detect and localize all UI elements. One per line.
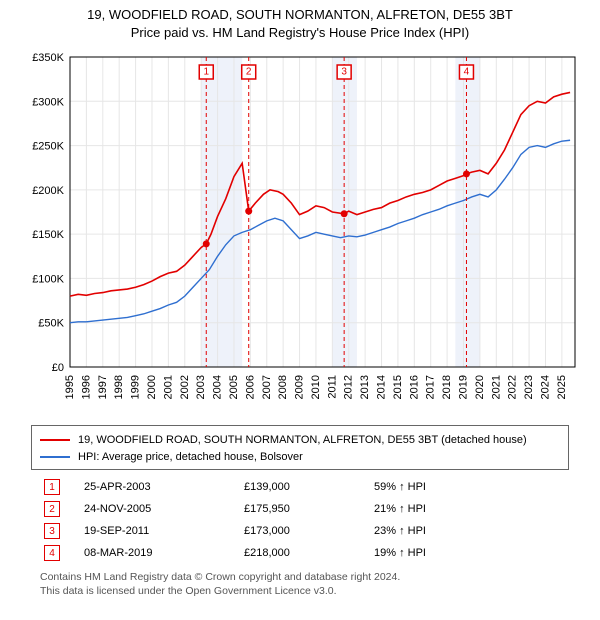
sale-price: £175,950: [244, 503, 374, 515]
legend-label-price-paid: 19, WOODFIELD ROAD, SOUTH NORMANTON, ALF…: [78, 432, 527, 449]
legend-swatch-hpi: [40, 456, 70, 458]
sale-date: 25-APR-2003: [60, 481, 244, 493]
svg-text:2000: 2000: [146, 375, 158, 399]
chart-title-block: 19, WOODFIELD ROAD, SOUTH NORMANTON, ALF…: [0, 0, 600, 41]
chart-title-address: 19, WOODFIELD ROAD, SOUTH NORMANTON, ALF…: [0, 6, 600, 24]
sale-date: 19-SEP-2011: [60, 525, 244, 537]
svg-text:£50K: £50K: [38, 318, 64, 330]
svg-text:2011: 2011: [326, 375, 338, 399]
svg-text:2022: 2022: [507, 375, 519, 399]
svg-text:2006: 2006: [244, 375, 256, 399]
svg-text:2021: 2021: [490, 375, 502, 399]
svg-text:£200K: £200K: [32, 185, 64, 197]
legend-label-hpi: HPI: Average price, detached house, Bols…: [78, 449, 303, 466]
sale-delta: 19% ↑ HPI: [374, 547, 534, 559]
svg-text:£100K: £100K: [32, 274, 64, 286]
svg-text:2018: 2018: [441, 375, 453, 399]
svg-text:1999: 1999: [130, 375, 142, 399]
sale-delta: 21% ↑ HPI: [374, 503, 534, 515]
table-row: 4 08-MAR-2019 £218,000 19% ↑ HPI: [40, 542, 560, 564]
sale-marker-3: 3: [44, 523, 60, 539]
sale-price: £139,000: [244, 481, 374, 493]
svg-text:2007: 2007: [261, 375, 273, 399]
footer-line-2: This data is licensed under the Open Gov…: [40, 584, 560, 598]
svg-text:£150K: £150K: [32, 229, 64, 241]
price-vs-hpi-chart: £0 £50K £100K £150K £200K £250K £300K £350K 1995…: [20, 47, 580, 417]
svg-text:£300K: £300K: [32, 96, 64, 108]
svg-text:2008: 2008: [277, 375, 289, 399]
svg-text:1998: 1998: [113, 375, 125, 399]
svg-text:2025: 2025: [556, 375, 568, 399]
svg-text:2015: 2015: [392, 375, 404, 399]
chart-title-subtitle: Price paid vs. HM Land Registry's House …: [0, 24, 600, 42]
svg-text:2019: 2019: [458, 375, 470, 399]
svg-text:4: 4: [464, 67, 470, 78]
svg-text:2009: 2009: [294, 375, 306, 399]
svg-text:2001: 2001: [162, 375, 174, 399]
sale-marker-2: 2: [44, 501, 60, 517]
svg-text:2024: 2024: [539, 375, 551, 399]
svg-text:2013: 2013: [359, 375, 371, 399]
attribution-footer: Contains HM Land Registry data © Crown c…: [40, 570, 560, 598]
svg-text:2017: 2017: [425, 375, 437, 399]
svg-text:2016: 2016: [408, 375, 420, 399]
sale-price: £218,000: [244, 547, 374, 559]
table-row: 3 19-SEP-2011 £173,000 23% ↑ HPI: [40, 520, 560, 542]
legend-item-hpi: HPI: Average price, detached house, Bols…: [40, 449, 560, 466]
chart-legend: 19, WOODFIELD ROAD, SOUTH NORMANTON, ALF…: [31, 425, 569, 470]
table-row: 2 24-NOV-2005 £175,950 21% ↑ HPI: [40, 498, 560, 520]
sale-marker-1: 1: [44, 479, 60, 495]
svg-text:2005: 2005: [228, 375, 240, 399]
svg-text:£0: £0: [52, 362, 64, 374]
svg-text:2020: 2020: [474, 375, 486, 399]
table-row: 1 25-APR-2003 £139,000 59% ↑ HPI: [40, 476, 560, 498]
svg-text:2012: 2012: [343, 375, 355, 399]
svg-text:1995: 1995: [64, 375, 76, 399]
sale-marker-4: 4: [44, 545, 60, 561]
svg-text:2010: 2010: [310, 375, 322, 399]
svg-text:2: 2: [246, 67, 252, 78]
sale-date: 08-MAR-2019: [60, 547, 244, 559]
svg-text:2014: 2014: [376, 375, 388, 399]
chart-svg: £0 £50K £100K £150K £200K £250K £300K £350K 1995…: [20, 47, 580, 417]
svg-text:£350K: £350K: [32, 52, 64, 64]
svg-text:£250K: £250K: [32, 141, 64, 153]
svg-text:1996: 1996: [80, 375, 92, 399]
svg-text:1997: 1997: [97, 375, 109, 399]
sale-date: 24-NOV-2005: [60, 503, 244, 515]
sale-delta: 59% ↑ HPI: [374, 481, 534, 493]
svg-text:2004: 2004: [212, 375, 224, 399]
svg-text:2002: 2002: [179, 375, 191, 399]
sales-table: 1 25-APR-2003 £139,000 59% ↑ HPI 2 24-NO…: [40, 476, 560, 564]
sale-price: £173,000: [244, 525, 374, 537]
svg-text:2003: 2003: [195, 375, 207, 399]
svg-text:3: 3: [341, 67, 347, 78]
svg-text:1: 1: [203, 67, 209, 78]
legend-item-price-paid: 19, WOODFIELD ROAD, SOUTH NORMANTON, ALF…: [40, 432, 560, 449]
legend-swatch-price-paid: [40, 439, 70, 441]
sale-delta: 23% ↑ HPI: [374, 525, 534, 537]
footer-line-1: Contains HM Land Registry data © Crown c…: [40, 570, 560, 584]
svg-text:2023: 2023: [523, 375, 535, 399]
